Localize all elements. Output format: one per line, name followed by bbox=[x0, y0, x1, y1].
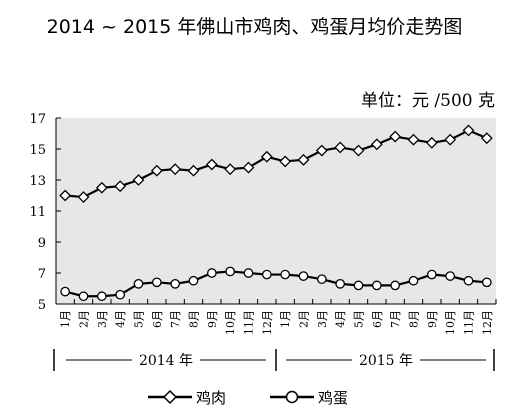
y-tick-label: 17 bbox=[29, 112, 46, 127]
egg-point bbox=[151, 277, 162, 288]
egg-point bbox=[353, 280, 364, 291]
month-label: 4月 bbox=[114, 310, 127, 328]
chicken-point bbox=[132, 174, 145, 186]
month-label: 11月 bbox=[243, 310, 256, 335]
chicken-point bbox=[224, 163, 237, 176]
chicken-point bbox=[150, 164, 163, 177]
egg-point bbox=[60, 286, 71, 297]
chicken-point bbox=[187, 164, 200, 177]
chicken-point bbox=[114, 180, 127, 193]
egg-point bbox=[261, 269, 272, 280]
egg-point bbox=[243, 268, 254, 278]
month-label: 3月 bbox=[316, 310, 329, 328]
chicken-point bbox=[297, 153, 310, 166]
chicken-point bbox=[315, 144, 328, 157]
egg-point bbox=[170, 278, 181, 289]
plot-area bbox=[56, 118, 496, 304]
month-label: 1月 bbox=[59, 310, 72, 328]
chicken-point bbox=[279, 155, 292, 168]
month-label: 2月 bbox=[298, 310, 311, 328]
chicken-point bbox=[407, 133, 420, 146]
chicken-point bbox=[425, 136, 438, 149]
chicken-point bbox=[444, 133, 457, 146]
egg-point bbox=[96, 291, 107, 302]
egg-point bbox=[188, 275, 199, 286]
egg-point bbox=[225, 266, 236, 277]
month-label: 7月 bbox=[169, 310, 182, 328]
egg-point bbox=[463, 275, 474, 286]
egg-point bbox=[133, 278, 144, 289]
chicken-point bbox=[242, 161, 255, 174]
chicken-point bbox=[370, 138, 383, 151]
egg-point bbox=[206, 268, 217, 278]
chicken-point bbox=[462, 124, 475, 137]
chicken-point bbox=[169, 163, 182, 176]
chicken-point bbox=[59, 189, 72, 202]
month-label: 5月 bbox=[353, 310, 366, 328]
month-label: 3月 bbox=[96, 310, 109, 328]
month-label: 1月 bbox=[279, 310, 292, 328]
chicken-point bbox=[480, 132, 493, 145]
month-label: 9月 bbox=[206, 310, 219, 328]
chicken-point bbox=[352, 144, 365, 157]
egg-point bbox=[78, 291, 89, 302]
chart-title: 2014 ~ 2015 年佛山市鸡肉、鸡蛋月均价走势图 bbox=[46, 16, 463, 38]
month-label: 12月 bbox=[261, 310, 274, 335]
month-label: 4月 bbox=[334, 310, 347, 328]
month-label: 6月 bbox=[151, 310, 164, 328]
egg-point bbox=[298, 271, 309, 281]
legend-circle-icon bbox=[285, 390, 299, 404]
month-label: 10月 bbox=[224, 310, 237, 335]
y-tick-label: 15 bbox=[29, 143, 46, 158]
legend-label: 鸡蛋 bbox=[318, 389, 348, 407]
chicken-point bbox=[95, 181, 108, 194]
chicken-point bbox=[334, 141, 347, 154]
egg-point bbox=[390, 280, 401, 291]
y-tick-label: 5 bbox=[38, 298, 46, 313]
chicken-point bbox=[260, 150, 273, 163]
egg-point bbox=[371, 280, 382, 291]
y-tick-label: 7 bbox=[38, 267, 46, 282]
chicken-point bbox=[389, 130, 402, 143]
chicken-point bbox=[77, 191, 90, 203]
y-tick-label: 9 bbox=[38, 236, 46, 251]
month-label: 11月 bbox=[463, 310, 476, 335]
egg-point bbox=[481, 277, 492, 288]
month-label: 9月 bbox=[426, 310, 439, 328]
y-tick-label: 11 bbox=[29, 205, 46, 220]
egg-point bbox=[280, 269, 291, 280]
egg-point bbox=[335, 278, 346, 289]
month-label: 6月 bbox=[371, 310, 384, 328]
egg-point bbox=[408, 275, 419, 286]
egg-point bbox=[445, 271, 456, 281]
month-label: 2月 bbox=[78, 310, 91, 328]
legend-diamond-icon bbox=[162, 389, 178, 405]
unit-label: 单位：元 /500 克 bbox=[361, 91, 495, 111]
y-tick-label: 13 bbox=[29, 174, 46, 189]
legend-label: 鸡肉 bbox=[196, 389, 226, 407]
month-label: 12月 bbox=[481, 310, 494, 335]
month-label: 5月 bbox=[133, 310, 146, 328]
egg-point bbox=[115, 289, 126, 300]
egg-point bbox=[426, 269, 437, 280]
egg-point bbox=[316, 274, 327, 285]
month-label: 8月 bbox=[188, 310, 201, 328]
month-label: 10月 bbox=[444, 310, 457, 335]
year-label: 2014 年 bbox=[139, 353, 193, 369]
month-label: 8月 bbox=[408, 310, 421, 328]
chicken-point bbox=[205, 158, 218, 171]
year-label: 2015 年 bbox=[359, 353, 413, 369]
month-label: 7月 bbox=[389, 310, 402, 328]
